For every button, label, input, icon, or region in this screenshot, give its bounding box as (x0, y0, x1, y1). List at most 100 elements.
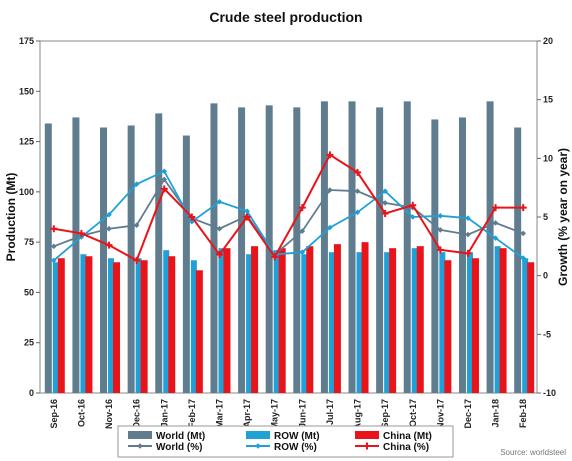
point-world (465, 231, 471, 238)
bar-china-mt (278, 248, 286, 393)
point-world (133, 222, 140, 229)
point-china (271, 253, 279, 261)
right-tick-label: 20 (543, 36, 553, 46)
x-tick-label: Mar-17 (214, 399, 224, 428)
x-tick-label: Feb-17 (187, 399, 197, 428)
legend-swatch-row-mt (246, 431, 270, 439)
point-world (216, 225, 223, 232)
x-tick-label: Sep-16 (49, 399, 59, 429)
bar-row-mt (135, 258, 142, 393)
bar-world-mt (100, 127, 108, 394)
x-tick-label: May-17 (270, 399, 280, 430)
bar-row-mt (273, 250, 280, 393)
x-tick-label: Sep-17 (380, 399, 390, 429)
point-china (50, 225, 58, 233)
line-world (53, 177, 524, 256)
left-axis-label: Production (Mt) (4, 173, 18, 262)
point-world (492, 220, 499, 226)
legend-label-row: ROW (%) (274, 442, 317, 453)
bar-china-mt (168, 256, 176, 393)
bar-china-mt (389, 248, 397, 393)
right-tick-label: 15 (543, 95, 553, 105)
point-china (492, 204, 500, 212)
bar-world-mt (182, 135, 190, 393)
right-tick-label: 10 (543, 153, 553, 163)
bar-world-mt (458, 117, 466, 393)
point-china (160, 185, 168, 193)
bar-china-mt (361, 242, 369, 393)
line-china (53, 153, 524, 262)
bar-row-mt (439, 252, 446, 393)
bar-china-mt (416, 246, 424, 393)
x-tick-label: Oct-17 (408, 399, 418, 427)
bar-china-mt (223, 248, 231, 393)
point-row (437, 213, 444, 219)
bar-china-mt (527, 262, 535, 393)
bar-row-mt (328, 252, 335, 393)
x-tick-label: Jan-18 (491, 399, 501, 428)
bar-row-mt (163, 250, 170, 393)
bar-row-mt (522, 258, 529, 393)
point-row (106, 211, 112, 218)
point-china (381, 209, 389, 217)
point-world (161, 176, 168, 183)
right-tick-label: 0 (543, 271, 548, 281)
point-china (326, 151, 334, 159)
legend-label-china-mt: China (Mt) (383, 431, 432, 442)
bar-china-mt (444, 260, 452, 393)
legend-marker-row (255, 443, 261, 449)
point-row (409, 214, 416, 220)
legend-box (117, 425, 454, 458)
point-row (492, 235, 499, 241)
right-tick-label: -10 (543, 388, 556, 398)
bar-world-mt (348, 101, 356, 393)
x-tick-label: Jan-17 (159, 399, 169, 428)
bar-row-mt (108, 258, 115, 393)
bar-world-mt (431, 119, 439, 394)
point-china (77, 229, 85, 237)
x-tick-label: Dec-16 (132, 399, 142, 429)
left-tick-label: 50 (24, 287, 34, 297)
point-china (464, 249, 472, 257)
point-row (465, 215, 471, 221)
bar-china-mt (113, 262, 121, 393)
point-world (437, 227, 444, 233)
right-tick-label: -5 (543, 329, 551, 339)
x-tick-label: Nov-16 (104, 399, 114, 429)
right-axis-label: Growth (% year on year) (556, 148, 570, 286)
point-world (299, 228, 306, 234)
point-row (520, 255, 526, 261)
bar-row-mt (466, 252, 473, 393)
bar-world-mt (320, 101, 328, 393)
bar-row-mt (52, 262, 59, 393)
bar-row-mt (494, 246, 501, 393)
bar-china-mt (195, 270, 203, 393)
legend-label-china: China (%) (383, 442, 429, 453)
point-china (188, 213, 196, 221)
point-row (133, 181, 140, 187)
bar-world-mt (403, 101, 411, 393)
point-row (354, 209, 361, 216)
bar-row-mt (246, 254, 253, 393)
bar-world-mt (376, 107, 384, 394)
point-row (78, 234, 85, 240)
x-tick-label: Jul-17 (325, 399, 335, 425)
x-tick-label: Apr-17 (242, 399, 252, 428)
bar-row-mt (190, 260, 197, 393)
legend-marker-world (137, 443, 143, 449)
x-tick-label: Dec-17 (463, 399, 473, 429)
x-axis-ticks: Sep-16 Oct-16 Nov-16 Dec-16 Jan-17 Feb-17 Mar-… (49, 399, 528, 430)
line-marks (50, 151, 527, 264)
bar-china-mt (251, 246, 259, 393)
point-china (215, 251, 223, 259)
right-tick-label: 5 (543, 212, 548, 222)
bar-world-mt (514, 127, 522, 394)
x-tick-label: Oct-16 (76, 399, 86, 427)
bar-world-mt (72, 117, 80, 393)
bar-world-mt (293, 107, 301, 394)
bar-china-mt (85, 256, 93, 393)
bar-row-mt (384, 252, 391, 393)
left-tick-label: 175 (19, 36, 34, 46)
bar-china-mt (57, 258, 65, 393)
